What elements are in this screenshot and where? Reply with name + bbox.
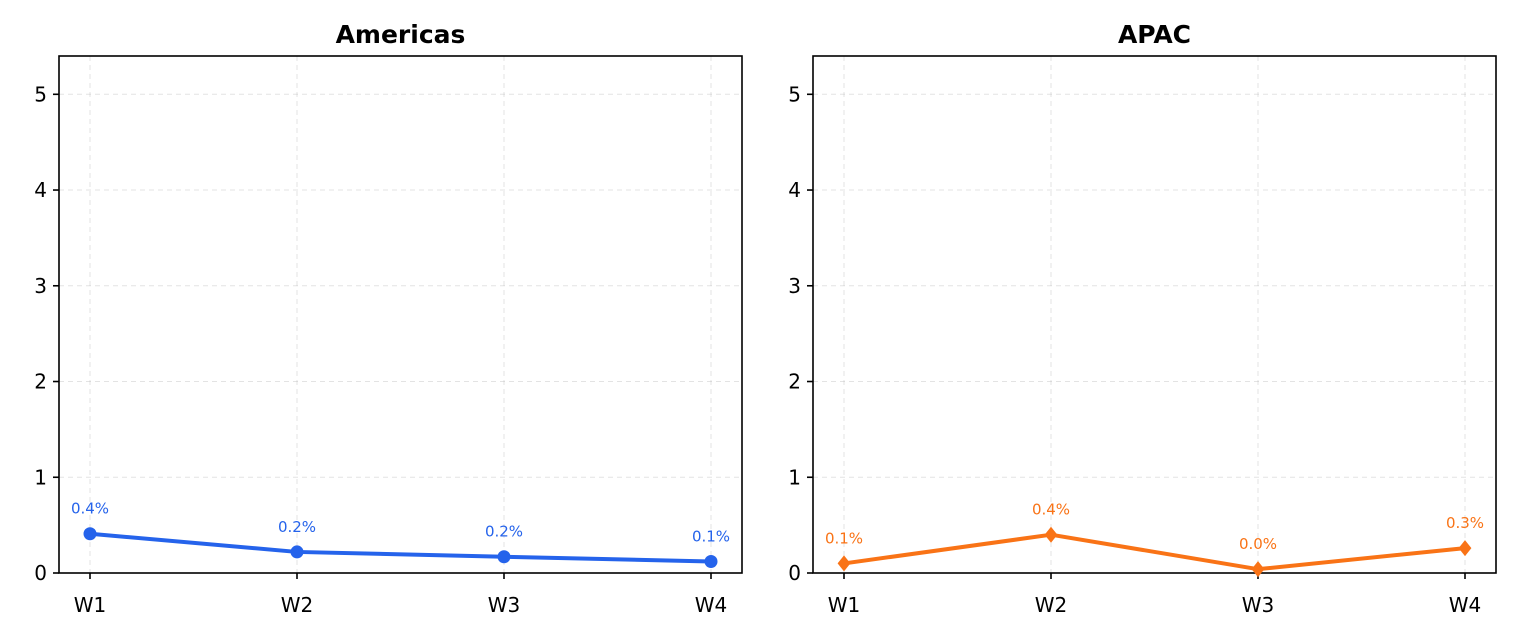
panel-0-ytick-label-5: 5 xyxy=(34,82,47,106)
panel-1-data-label-0: 0.1% xyxy=(825,529,863,547)
panel-0-point-1 xyxy=(290,545,304,559)
panel-0-data-label-2: 0.2% xyxy=(485,523,523,541)
panel-0-xtick-label-1: W2 xyxy=(281,593,314,617)
panel-apac: APAC 0 1 2 3 4 5 W1 W2 W3 W4 0.1% 0.4% 0.0% 0.3% xyxy=(788,20,1497,617)
panel-0-ytick-label-4: 4 xyxy=(34,178,47,202)
panel-1-point-1 xyxy=(1044,526,1058,543)
panel-1-ytick-label-4: 4 xyxy=(788,178,801,202)
panel-1-point-2 xyxy=(1251,561,1265,578)
panel-1-data-label-3: 0.3% xyxy=(1446,514,1484,532)
panel-0-title: Americas xyxy=(336,20,466,49)
panel-americas: Americas 0 1 2 3 4 5 W1 W2 W3 W4 0.4% 0.2% 0.2% 0.1% xyxy=(34,20,743,617)
panel-0-xtick-label-0: W1 xyxy=(74,593,107,617)
panel-0-point-2 xyxy=(497,550,511,564)
panel-0-data-label-0: 0.4% xyxy=(71,500,109,518)
panel-1-title: APAC xyxy=(1118,20,1191,49)
panel-1-point-3 xyxy=(1458,540,1472,557)
panel-0-ytick-label-1: 1 xyxy=(34,465,47,489)
panel-0-point-0 xyxy=(83,527,97,541)
panel-0-ytick-label-3: 3 xyxy=(34,274,47,298)
panel-0-ytick-label-0: 0 xyxy=(34,561,47,585)
panel-1-ytick-label-3: 3 xyxy=(788,274,801,298)
panel-1-xtick-label-0: W1 xyxy=(828,593,861,617)
panel-1-data-label-2: 0.0% xyxy=(1239,535,1277,553)
panel-1-series-line-0 xyxy=(842,532,1467,572)
panel-1-xtick-label-1: W2 xyxy=(1035,593,1068,617)
panel-1-data-label-1: 0.4% xyxy=(1032,501,1070,519)
panel-1-ytick-label-1: 1 xyxy=(788,465,801,489)
panel-1-xtick-label-3: W4 xyxy=(1449,593,1482,617)
panel-0-data-label-1: 0.2% xyxy=(278,518,316,536)
panel-1-axes-frame xyxy=(812,55,1497,574)
panel-1-point-0 xyxy=(837,555,851,572)
panel-0-xtick-label-2: W3 xyxy=(488,593,521,617)
panel-0-ytick-label-2: 2 xyxy=(34,370,47,394)
panel-0-axes-frame xyxy=(58,55,743,574)
panel-1-ytick-label-0: 0 xyxy=(788,561,801,585)
panel-1-ytick-label-5: 5 xyxy=(788,82,801,106)
panel-0-data-label-3: 0.1% xyxy=(692,528,730,546)
panel-0-point-3 xyxy=(704,555,718,569)
panel-0-series-line-0 xyxy=(88,531,713,564)
panel-1-ytick-label-2: 2 xyxy=(788,370,801,394)
panel-1-xtick-label-2: W3 xyxy=(1242,593,1275,617)
panel-0-xtick-label-3: W4 xyxy=(695,593,728,617)
